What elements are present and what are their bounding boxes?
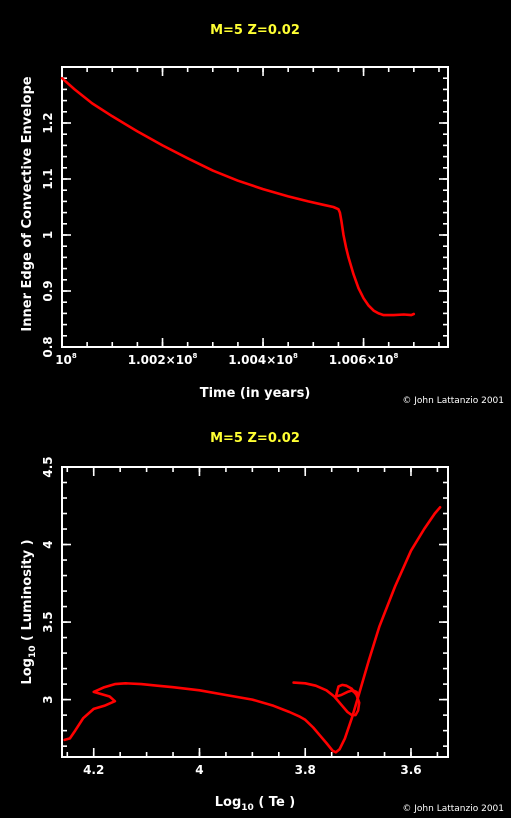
chart-2-x-tick-label: 4 [195,763,203,777]
chart-2-y-tick-label: 4.5 [41,456,55,477]
chart-2-y-tick-labels: 3 3.5 4 4.5 [41,456,55,703]
chart-1-y-tick-label: 1 [41,231,55,239]
chart-1-y-axis-label: Inner Edge of Convective Envelope [20,76,35,331]
chart-2-series-line-1 [63,505,442,754]
chart-1-x-tick-label: 108 [55,352,77,367]
chart-2-ticks [62,466,448,757]
chart-1-y-tick-label: 1.1 [41,168,55,189]
chart-2-y-tick-label: 3 [41,695,55,703]
chart-1-y-tick-label: 1.2 [41,112,55,133]
chart-1-frame [61,66,449,348]
chart-1-x-tick-labels: 108 1.002×108 1.004×108 1.006×108 [55,352,398,367]
chart-1-x-axis-label: Time (in years) [200,386,311,401]
chart-2-y-tick-label: 3.5 [41,611,55,632]
chart-2-x-tick-label: 3.8 [295,763,316,777]
chart-2-x-tick-label: 3.6 [400,763,421,777]
chart-2-x-tick-labels: 4.2 4 3.8 3.6 [83,763,422,777]
chart-1-title: M=5 Z=0.02 [210,23,300,38]
chart-2-y-axis-label: Log10 ( Luminosity ) [20,539,38,684]
chart-2-x-tick-label: 4.2 [83,763,104,777]
chart-1-x-tick-label: 1.002×108 [128,352,198,367]
chart-1-y-tick-label: 0.9 [41,280,55,301]
chart-1-series-line-1 [60,76,416,317]
chart-1-x-tick-label: 1.006×108 [329,352,399,367]
chart-1-x-tick-label: 1.004×108 [228,352,298,367]
chart-2-frame [61,466,449,758]
chart-2-credit: © John Lattanzio 2001 [402,804,504,814]
chart-2-y-tick-label: 4 [41,540,55,548]
chart-1-ticks [61,66,448,348]
chart-2-series-line-2 [292,681,361,717]
chart-1-y-tick-label: 0.8 [41,336,55,357]
chart-1-series [60,76,416,317]
chart-2-title: M=5 Z=0.02 [210,431,300,446]
chart-1-y-tick-labels: 0.8 0.9 1 1.1 1.2 [41,112,55,357]
chart-1-credit: © John Lattanzio 2001 [402,396,504,406]
chart-2-x-axis-label: Log10 ( Te ) [215,795,295,813]
chart-1: M=5 Z=0.02 108 1.002×108 1.004×108 1.006×10… [20,23,504,406]
chart-2-series [63,505,442,754]
chart-2: M=5 Z=0.02 4.2 4 3.8 3.6 3 3.5 4 4.5 Log10 ( T… [20,431,504,814]
